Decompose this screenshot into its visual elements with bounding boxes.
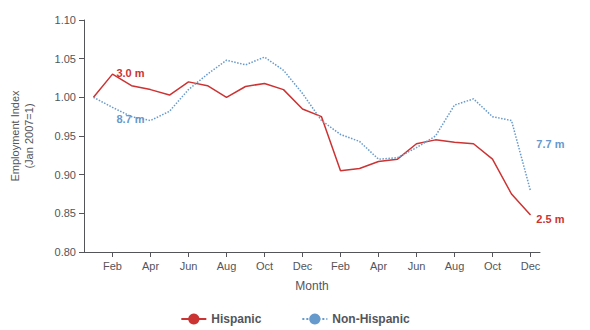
svg-text:0.90: 0.90: [55, 169, 76, 181]
svg-text:Month: Month: [295, 279, 328, 293]
svg-text:Apr: Apr: [370, 260, 387, 272]
svg-text:Aug: Aug: [217, 260, 237, 272]
svg-text:Non-Hispanic: Non-Hispanic: [332, 312, 410, 326]
svg-text:Feb: Feb: [103, 260, 122, 272]
svg-text:Dec: Dec: [293, 260, 313, 272]
svg-text:Apr: Apr: [142, 260, 159, 272]
svg-text:2.5 m: 2.5 m: [536, 213, 564, 225]
svg-text:Oct: Oct: [484, 260, 501, 272]
svg-text:(Jan 2007=1): (Jan 2007=1): [23, 103, 35, 168]
svg-text:Feb: Feb: [331, 260, 350, 272]
svg-text:1.00: 1.00: [55, 91, 76, 103]
svg-text:8.7 m: 8.7 m: [116, 113, 144, 125]
svg-text:1.10: 1.10: [55, 14, 76, 26]
svg-text:7.7 m: 7.7 m: [536, 138, 564, 150]
svg-text:Dec: Dec: [521, 260, 541, 272]
svg-text:Oct: Oct: [256, 260, 273, 272]
svg-text:3.0 m: 3.0 m: [116, 67, 144, 79]
svg-text:Jun: Jun: [180, 260, 198, 272]
svg-text:Jun: Jun: [408, 260, 426, 272]
svg-text:0.85: 0.85: [55, 207, 76, 219]
svg-text:0.95: 0.95: [55, 130, 76, 142]
svg-text:Hispanic: Hispanic: [211, 312, 261, 326]
svg-text:1.05: 1.05: [55, 53, 76, 65]
svg-text:Employment Index: Employment Index: [9, 90, 21, 182]
svg-text:0.80: 0.80: [55, 246, 76, 258]
svg-text:Aug: Aug: [445, 260, 465, 272]
